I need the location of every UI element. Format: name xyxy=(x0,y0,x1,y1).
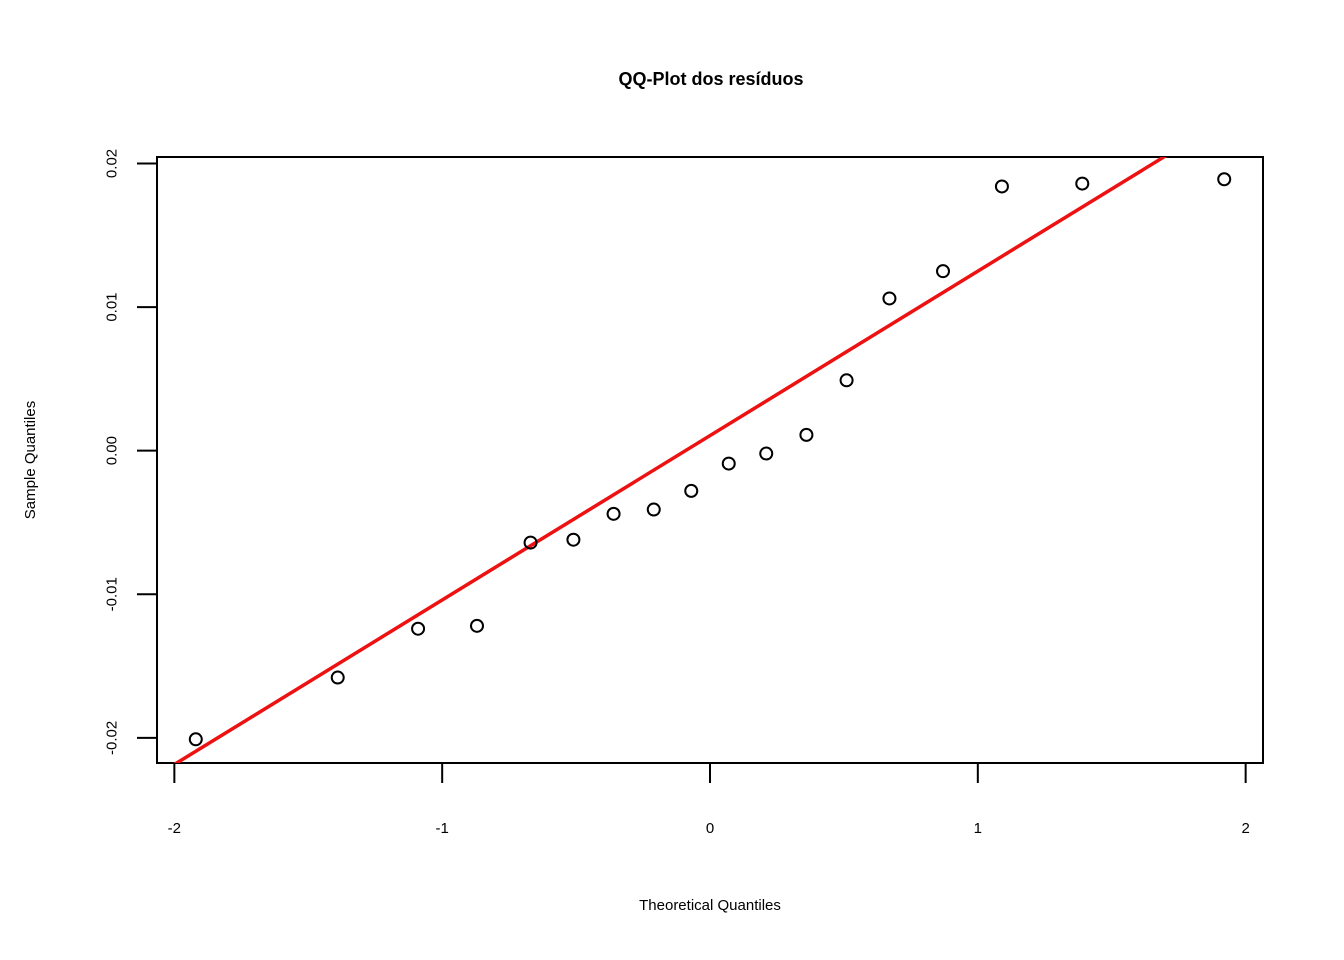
y-tick-label: 0.02 xyxy=(104,149,121,178)
x-axis-label: Theoretical Quantiles xyxy=(639,897,781,914)
x-axis: -2 -1 0 1 2 xyxy=(168,762,1250,837)
data-point xyxy=(1217,172,1232,187)
data-point xyxy=(188,732,203,747)
data-point xyxy=(566,532,581,547)
y-tick-label: 0.01 xyxy=(104,292,121,321)
data-point xyxy=(721,456,736,471)
data-point xyxy=(994,179,1009,194)
chart-title: QQ-Plot dos resíduos xyxy=(618,69,803,89)
data-point xyxy=(646,502,661,517)
data-point xyxy=(523,535,538,550)
data-point xyxy=(469,618,484,633)
x-tick-label: -2 xyxy=(168,820,181,837)
data-point xyxy=(839,373,854,388)
data-point xyxy=(1075,176,1090,191)
data-point xyxy=(882,291,897,306)
y-tick-label: 0.00 xyxy=(104,436,121,465)
y-axis: -0.02 -0.01 0.00 0.01 0.02 xyxy=(104,149,158,755)
x-tick-label: 2 xyxy=(1241,820,1249,837)
data-point xyxy=(759,446,774,461)
plot-area xyxy=(173,157,1232,763)
y-tick-label: -0.02 xyxy=(104,721,121,755)
data-point xyxy=(330,670,345,685)
data-point xyxy=(799,427,814,442)
data-point xyxy=(411,621,426,636)
data-point xyxy=(684,483,699,498)
x-tick-label: 0 xyxy=(706,820,714,837)
qq-reference-line xyxy=(173,157,1168,763)
data-point xyxy=(936,264,951,279)
y-axis-label: Sample Quantiles xyxy=(22,401,39,519)
x-tick-label: -1 xyxy=(436,820,449,837)
data-point xyxy=(606,506,621,521)
x-tick-label: 1 xyxy=(974,820,982,837)
y-tick-label: -0.01 xyxy=(104,577,121,611)
